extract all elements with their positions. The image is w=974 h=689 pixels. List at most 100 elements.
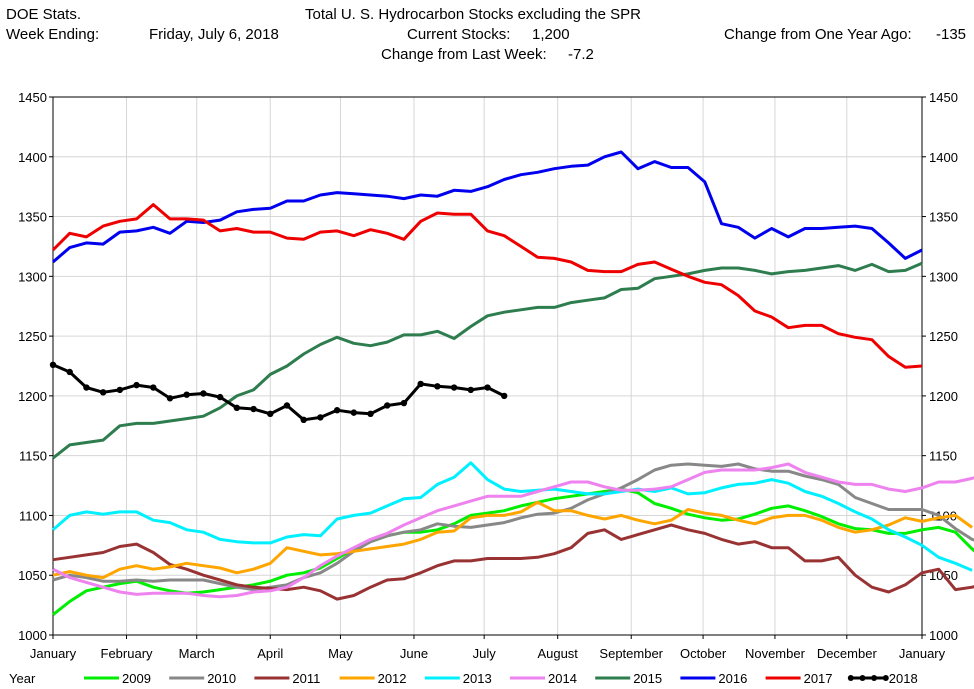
legend-item-2011: 2011 (254, 671, 320, 686)
y-tick-label-right: 1400 (929, 150, 958, 165)
data-point-2018 (116, 386, 124, 394)
series-2015 (52, 261, 923, 460)
legend-label: 2018 (889, 671, 918, 686)
data-point-2018 (434, 383, 441, 390)
y-tick-label: 1350 (18, 210, 47, 225)
y-tick-label: 1450 (18, 90, 47, 105)
data-point-2018 (66, 368, 73, 376)
y-tick-label: 1300 (18, 269, 47, 284)
legend-label: 2016 (718, 671, 747, 686)
data-point-2018 (183, 391, 190, 398)
series-2011 (52, 523, 974, 601)
current-stocks-label: Current Stocks: (407, 26, 511, 43)
series-line-2017 (51, 203, 923, 369)
y-tick-label-right: 1200 (929, 389, 958, 404)
weekly-change-value: -7.2 (568, 46, 594, 63)
series-2013 (52, 461, 973, 572)
series-2017 (51, 203, 923, 369)
series-line-2018 (52, 363, 505, 422)
data-point-2018 (250, 405, 257, 413)
data-point-2018 (384, 402, 391, 409)
legend-item-2016: 2016 (680, 671, 747, 686)
x-tick-label: June (400, 646, 428, 661)
x-tick-label: January (30, 646, 77, 661)
yearly-change-label: Change from One Year Ago: (724, 26, 912, 43)
series-2016 (52, 150, 923, 264)
legend-label: 2012 (378, 671, 407, 686)
week-ending-date: Friday, July 6, 2018 (149, 26, 279, 43)
x-tick-label: July (473, 646, 497, 661)
legend-item-2013: 2013 (424, 671, 492, 686)
week-ending-label: Week Ending: (6, 26, 100, 43)
x-tick-label: November (745, 646, 806, 661)
y-tick-label: 1250 (18, 329, 47, 344)
series-line-2013 (52, 461, 973, 572)
x-tick-label: March (179, 646, 215, 661)
y-tick-label-right: 1000 (929, 628, 958, 643)
x-tick-label: January (899, 646, 946, 661)
y-tick-label: 1050 (18, 568, 47, 583)
legend-swatch-marker (859, 675, 866, 681)
legend: Year 2009 2010 2011 2012 2013 2014 2015 2016 2017… (9, 671, 918, 686)
y-tick-label: 1400 (18, 150, 47, 165)
data-point-2018 (467, 386, 474, 394)
series-line-2009 (52, 487, 974, 616)
data-point-2018 (350, 409, 358, 416)
data-point-2018 (450, 384, 458, 391)
y-tick-label: 1150 (19, 449, 47, 464)
plot-frame (52, 96, 923, 636)
data-point-2018 (200, 390, 207, 397)
series-line-2015 (52, 261, 923, 460)
grid (52, 96, 923, 636)
data-point-2018 (367, 410, 374, 418)
series-line-2014 (52, 462, 974, 599)
data-point-2018 (300, 416, 307, 423)
legend-label: 2011 (292, 671, 320, 686)
series-line-2010 (52, 462, 974, 592)
data-point-2018 (417, 380, 424, 388)
data-point-2018 (283, 402, 291, 409)
data-point-2018 (99, 389, 107, 396)
y-tick-label: 1000 (18, 628, 47, 643)
data-point-2018 (400, 399, 408, 407)
legend-label: 2009 (122, 671, 151, 686)
data-point-2018 (501, 392, 508, 400)
legend-item-2015: 2015 (595, 671, 662, 686)
y-tick-label-right: 1150 (929, 449, 957, 464)
legend-item-2010: 2010 (169, 671, 236, 686)
data-point-2018 (216, 393, 224, 401)
legend-item-2014: 2014 (510, 671, 577, 686)
legend-label: 2013 (463, 671, 492, 686)
data-point-2018 (49, 361, 57, 369)
legend-label: 2015 (633, 671, 662, 686)
data-point-2018 (317, 414, 324, 421)
x-tick-label: February (101, 646, 154, 661)
legend-label: 2014 (548, 671, 577, 686)
source-label: DOE Stats. (6, 6, 82, 23)
series-2018 (49, 361, 508, 423)
series-2009 (52, 487, 974, 616)
series-lines (49, 150, 974, 616)
legend-swatch-marker (847, 675, 854, 681)
y-tick-label: 1100 (19, 508, 47, 523)
x-tick-label: August (537, 646, 578, 661)
series-line-2016 (52, 150, 923, 264)
series-2010 (52, 462, 974, 592)
x-tick-label: April (257, 646, 283, 661)
data-point-2018 (233, 404, 241, 412)
legend-swatch-marker (882, 675, 889, 681)
data-point-2018 (267, 410, 274, 418)
x-tick-label: December (817, 646, 878, 661)
legend-title: Year (9, 671, 36, 686)
current-stocks-value: 1,200 (532, 26, 570, 43)
legend-item-2012: 2012 (339, 671, 407, 686)
series-2014 (52, 462, 974, 599)
y-tick-label-right: 1250 (929, 329, 958, 344)
legend-item-2018: 2018 (847, 671, 918, 686)
data-point-2018 (484, 384, 491, 391)
y-tick-label: 1200 (18, 389, 47, 404)
series-2012 (52, 500, 973, 580)
data-point-2018 (83, 384, 90, 391)
